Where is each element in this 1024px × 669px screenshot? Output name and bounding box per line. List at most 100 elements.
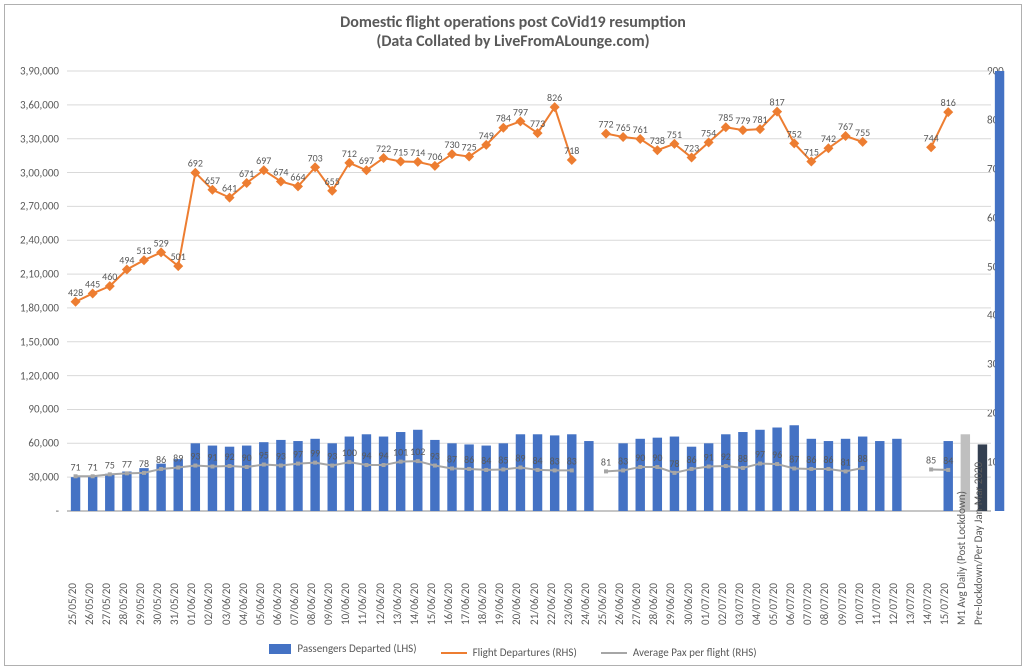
- bar: [755, 430, 764, 511]
- data-label: 755: [855, 126, 870, 139]
- data-label: 93: [276, 450, 286, 463]
- x-tick-label: 11/06/20: [356, 583, 369, 625]
- bar: [721, 434, 730, 511]
- data-label: 460: [102, 270, 117, 283]
- data-label: 75: [105, 458, 115, 471]
- x-tick-label: 24/06/20: [579, 583, 592, 625]
- bar: [362, 434, 371, 511]
- data-label: 738: [650, 134, 665, 147]
- data-label: 91: [704, 451, 714, 464]
- x-tick-label: 03/06/20: [220, 583, 233, 625]
- bar: [71, 477, 80, 511]
- y-left-tick: 3,60,000: [20, 98, 59, 111]
- data-label: 715: [393, 145, 408, 158]
- data-label: 730: [444, 138, 459, 151]
- data-label: 86: [806, 453, 816, 466]
- y-axis-left: -30,00060,00090,0001,20,0001,50,0001,80,…: [5, 71, 63, 511]
- data-label: 87: [789, 452, 799, 465]
- data-label: 90: [635, 451, 645, 464]
- data-label: 93: [190, 450, 200, 463]
- data-label: 712: [342, 147, 357, 160]
- data-label: 722: [376, 142, 391, 155]
- data-label: 99: [310, 447, 320, 460]
- data-label: 754: [701, 126, 716, 139]
- data-label: 89: [173, 451, 183, 464]
- x-tick-label: 03/07/20: [733, 583, 746, 625]
- bar: [533, 434, 542, 511]
- x-tick-label: 01/06/20: [185, 583, 198, 625]
- data-label: 723: [684, 142, 699, 155]
- chart-title: Domestic flight operations post CoVid19 …: [5, 13, 1021, 51]
- y-left-tick: 2,10,000: [20, 268, 59, 281]
- x-axis: 25/05/2026/05/2027/05/2028/05/2029/05/20…: [67, 515, 991, 625]
- bar: [995, 71, 1004, 511]
- data-label: 779: [735, 114, 750, 127]
- data-label: 88: [858, 452, 868, 465]
- x-tick-label: 29/06/20: [664, 583, 677, 625]
- data-label: 71: [70, 460, 80, 473]
- bar: [841, 439, 850, 511]
- x-tick-label: 09/07/20: [836, 583, 849, 625]
- y-left-tick: 3,30,000: [20, 132, 59, 145]
- x-tick-label: 04/06/20: [237, 583, 250, 625]
- x-tick-label: 30/05/20: [151, 583, 164, 625]
- data-label: 655: [325, 175, 340, 188]
- y-left-tick: 30,000: [28, 471, 59, 484]
- plot-area: 7171757778868993919290959397999310094941…: [67, 71, 991, 511]
- data-label: 428: [68, 286, 83, 299]
- x-tick-label: 12/06/20: [374, 583, 387, 625]
- data-label: 89: [515, 451, 525, 464]
- y-left-tick: 3,90,000: [20, 65, 59, 78]
- x-tick-label: 17/06/20: [459, 583, 472, 625]
- x-tick-label: 26/05/20: [83, 583, 96, 625]
- data-label: 714: [410, 146, 425, 159]
- data-label: 761: [633, 123, 648, 136]
- data-label: 85: [498, 453, 508, 466]
- data-label: 671: [239, 167, 254, 180]
- data-label: 751: [667, 128, 682, 141]
- x-tick-label: 14/06/20: [408, 583, 421, 625]
- data-label: 96: [772, 448, 782, 461]
- bar: [875, 441, 884, 511]
- x-tick-label: 28/05/20: [117, 583, 130, 625]
- title-line-2: (Data Collated by LiveFromALounge.com): [5, 32, 1021, 51]
- data-label: 767: [838, 120, 853, 133]
- legend: Passengers Departed (LHS)Flight Departur…: [5, 642, 1021, 659]
- data-label: 494: [119, 253, 134, 266]
- data-label: 752: [787, 127, 802, 140]
- data-label: 529: [154, 236, 169, 249]
- data-label: 91: [207, 451, 217, 464]
- data-label: 703: [308, 151, 323, 164]
- data-label: 94: [361, 449, 371, 462]
- y-left-tick: 60,000: [28, 437, 59, 450]
- x-tick-label: 09/06/20: [322, 583, 335, 625]
- data-label: 78: [139, 457, 149, 470]
- bar: [88, 476, 97, 511]
- data-label: 797: [513, 105, 528, 118]
- x-tick-label: 06/06/20: [271, 583, 284, 625]
- data-label: 86: [156, 453, 166, 466]
- bar: [653, 438, 662, 511]
- x-tick-label: 10/07/20: [853, 583, 866, 625]
- data-label: 826: [547, 91, 562, 104]
- bar: [413, 430, 422, 511]
- x-tick-label: 06/07/20: [784, 583, 797, 625]
- x-tick-label: 25/05/20: [66, 583, 79, 625]
- data-label: 71: [88, 460, 98, 473]
- data-label: 94: [378, 449, 388, 462]
- data-label: 97: [755, 448, 765, 461]
- x-tick-label: 11/07/20: [870, 583, 883, 625]
- bar: [738, 432, 747, 511]
- x-tick-label: 15/06/20: [425, 583, 438, 625]
- data-label: 86: [686, 453, 696, 466]
- data-label: 100: [342, 446, 357, 459]
- data-label: 102: [410, 445, 425, 458]
- x-tick-label: 05/07/20: [767, 583, 780, 625]
- data-label: 445: [85, 277, 100, 290]
- bar: [824, 441, 833, 511]
- data-label: 93: [327, 450, 337, 463]
- x-tick-label: 08/06/20: [305, 583, 318, 625]
- legend-item: Average Pax per flight (RHS): [601, 646, 757, 659]
- data-label: 87: [447, 452, 457, 465]
- legend-item: Flight Departures (RHS): [441, 646, 577, 659]
